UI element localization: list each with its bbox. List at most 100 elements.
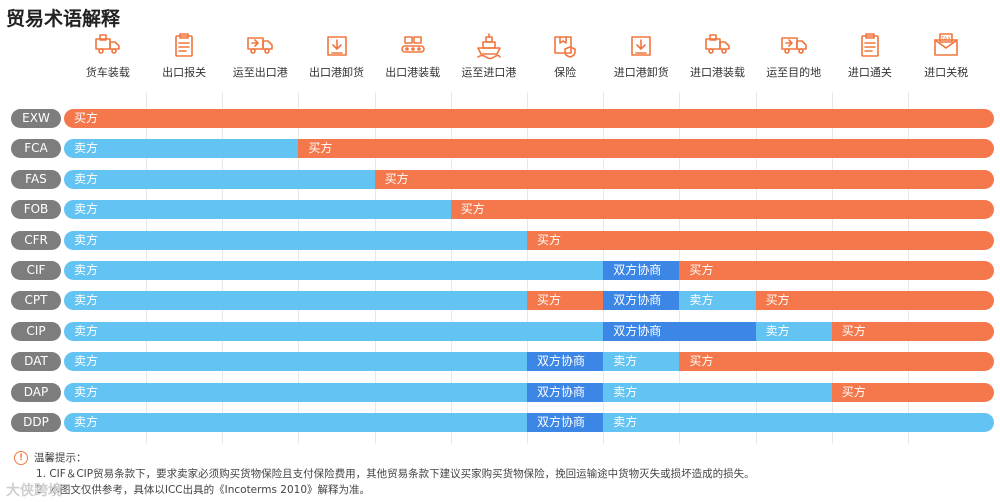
stage-header-1: 货车装载 <box>70 32 146 80</box>
segment-label: 卖方 <box>613 384 638 399</box>
clipboard-icon <box>146 32 222 60</box>
segment-buyer <box>374 169 994 189</box>
truck-loading-icon <box>680 32 756 60</box>
term-badge-fas: FAS <box>11 169 61 189</box>
page-title: 贸易术语解释 <box>6 8 121 30</box>
segment-buyer <box>527 230 994 250</box>
segment-seller <box>64 413 527 432</box>
segment-label: 卖方 <box>765 323 790 338</box>
segment-negotiation <box>603 261 680 280</box>
term-badge-dat: DAT <box>11 352 61 372</box>
insurance-box-icon <box>527 32 603 60</box>
term-badge-cfr: CFR <box>11 230 61 250</box>
watermark-logo: 大侠跨境 <box>6 483 62 499</box>
segment-buyer <box>450 200 994 220</box>
segment-label: 卖方 <box>74 232 99 247</box>
segment-buyer <box>64 109 994 128</box>
segment-negotiation <box>527 413 604 432</box>
segment-label: 卖方 <box>74 263 99 277</box>
segment-label: 卖方 <box>74 323 99 338</box>
term-bar-dat: 卖方 双方协商 卖方 买方 <box>64 352 994 372</box>
segment-buyer <box>298 139 994 159</box>
box-down-icon <box>299 32 375 60</box>
segment-label: 双方协商 <box>537 384 586 399</box>
stage-header-3: 运至出口港 <box>222 32 298 80</box>
segment-buyer <box>831 382 994 402</box>
term-bar-cip: 卖方 双方协商 卖方 买方 <box>64 321 994 341</box>
term-bar-ddp: 卖方 双方协商 卖方 <box>64 413 994 432</box>
segment-label: 买方 <box>841 323 866 338</box>
stage-label: 运至出口港 <box>232 66 288 79</box>
segment-seller <box>755 321 832 341</box>
segment-seller <box>64 291 527 311</box>
segment-seller <box>679 291 756 311</box>
term-bar-dap: 卖方 双方协商 卖方 买方 <box>64 382 994 402</box>
segment-negotiation <box>603 291 680 311</box>
segment-label: 卖方 <box>74 384 99 399</box>
segment-label: 买方 <box>74 111 99 125</box>
stage-label: 进口通关 <box>847 66 892 79</box>
truck-icon <box>222 32 298 60</box>
segment-label: 买方 <box>841 384 866 399</box>
ship-icon <box>451 32 527 60</box>
box-down-icon <box>603 32 679 60</box>
segment-label: 买方 <box>765 293 790 308</box>
segment-seller <box>64 139 299 159</box>
segment-buyer <box>755 291 994 311</box>
svg-text:TAX: TAX <box>940 37 951 43</box>
term-badge-cpt: CPT <box>11 291 61 311</box>
segment-label: 卖方 <box>74 202 99 217</box>
warning-icon: ! <box>14 451 28 465</box>
segment-seller <box>64 169 375 189</box>
term-badge-dap: DAP <box>11 382 61 402</box>
term-bar-exw: 买方 <box>64 109 994 128</box>
stage-header-8: 进口港卸货 <box>603 32 679 80</box>
segment-seller <box>64 200 451 220</box>
segment-seller <box>603 382 832 402</box>
term-badge-fca: FCA <box>11 139 61 159</box>
stage-header-9: 进口港装载 <box>680 32 756 80</box>
segment-label: 卖方 <box>74 141 99 156</box>
stage-header-5: 出口港装载 <box>375 32 451 80</box>
stage-header-10: 运至目的地 <box>756 32 832 80</box>
notes-section: ! 温馨提示： 1. CIF＆CIP贸易条款下，要求卖家必须购买货物保险且支付保… <box>14 450 755 498</box>
segment-label: 卖方 <box>613 415 638 429</box>
stage-label: 出口港卸货 <box>309 66 364 79</box>
segment-buyer <box>679 261 994 280</box>
segment-label: 双方协商 <box>537 415 586 429</box>
tax-envelope-icon: TAX <box>908 32 984 60</box>
stage-label: 货车装载 <box>85 66 130 79</box>
stage-label: 运至进口港 <box>461 66 517 79</box>
segment-negotiation <box>527 352 604 372</box>
segment-seller <box>64 352 527 372</box>
segment-negotiation <box>603 321 756 341</box>
term-bar-cif: 卖方 双方协商 买方 <box>64 261 994 280</box>
segment-label: 双方协商 <box>613 323 662 338</box>
stage-label: 进口港装载 <box>690 66 745 79</box>
stage-label: 出口港装载 <box>385 66 441 79</box>
notes-heading: 温馨提示： <box>34 452 87 464</box>
segment-buyer <box>831 321 994 341</box>
segment-label: 卖方 <box>613 354 638 369</box>
stage-label: 保险 <box>554 66 577 79</box>
segment-label: 卖方 <box>74 293 99 308</box>
segment-label: 买方 <box>384 171 409 186</box>
stage-label: 运至目的地 <box>766 66 822 79</box>
segment-seller <box>64 321 604 341</box>
segment-label: 双方协商 <box>537 354 586 369</box>
term-badge-cip: CIP <box>11 321 61 341</box>
segment-seller <box>64 261 604 280</box>
stage-label: 进口港卸货 <box>613 66 669 79</box>
segment-seller <box>603 352 680 372</box>
stage-label: 出口报关 <box>162 66 207 79</box>
truck-loading-icon <box>70 32 146 60</box>
segment-seller <box>603 413 994 432</box>
stage-header-2: 出口报关 <box>146 32 222 80</box>
segment-label: 买方 <box>689 354 714 369</box>
segment-label: 卖方 <box>74 171 99 186</box>
segment-label: 卖方 <box>74 354 99 369</box>
segment-seller <box>64 382 527 402</box>
term-bar-fca: 卖方 买方 <box>64 139 994 159</box>
term-bar-fob: 卖方 买方 <box>64 200 994 220</box>
segment-label: 买方 <box>689 263 714 277</box>
